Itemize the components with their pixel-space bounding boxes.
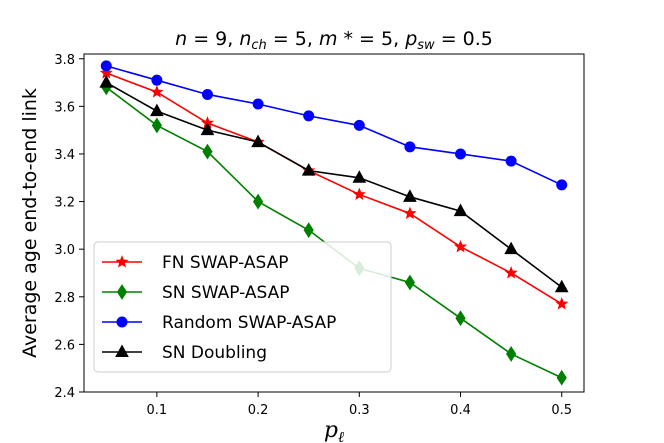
legend: FN SWAP-ASAP SN SWAP-ASAP Random SWAP-ASAP… bbox=[93, 241, 392, 373]
data-point bbox=[352, 170, 367, 183]
data-point bbox=[556, 179, 568, 191]
data-point bbox=[455, 310, 466, 327]
x-tick-label: 0.4 bbox=[450, 403, 471, 418]
y-tick-label: 3.6 bbox=[54, 100, 75, 115]
x-tick-label: 0.5 bbox=[551, 403, 572, 418]
data-point bbox=[151, 117, 162, 134]
legend-label: Random SWAP-ASAP bbox=[162, 313, 336, 333]
y-tick-label: 3.0 bbox=[54, 243, 75, 258]
series-line bbox=[106, 65, 563, 186]
data-point bbox=[506, 345, 517, 362]
data-point bbox=[252, 193, 264, 210]
data-point bbox=[150, 85, 164, 98]
data-point bbox=[403, 189, 417, 202]
data-point bbox=[303, 222, 314, 239]
series-2 bbox=[100, 60, 568, 191]
data-point bbox=[455, 148, 467, 160]
chart-title: n = 9, nch = 5, m * = 5, psw = 0.5 bbox=[175, 28, 493, 53]
series-3 bbox=[99, 75, 569, 293]
data-point bbox=[505, 155, 517, 167]
y-axis-label: Average age end-to-end link bbox=[19, 88, 41, 358]
data-point bbox=[453, 239, 468, 253]
legend-box bbox=[93, 241, 392, 373]
data-point bbox=[202, 143, 213, 160]
plot-frame bbox=[83, 53, 585, 393]
y-tick-label: 3.4 bbox=[54, 148, 75, 163]
data-point bbox=[99, 75, 114, 88]
data-point bbox=[252, 98, 264, 110]
y-tick-label: 3.2 bbox=[54, 196, 75, 211]
legend-label: FN SWAP-ASAP bbox=[162, 253, 288, 273]
legend-label: SN SWAP-ASAP bbox=[162, 283, 289, 303]
data-point bbox=[554, 279, 569, 293]
series-line bbox=[105, 72, 563, 305]
data-point bbox=[303, 110, 315, 122]
data-point bbox=[151, 74, 163, 86]
legend-label: SN Doubling bbox=[162, 343, 267, 363]
data-point bbox=[403, 206, 417, 220]
legend-marker bbox=[116, 316, 128, 328]
x-tick-label: 0.2 bbox=[248, 403, 269, 418]
data-point bbox=[251, 134, 265, 148]
y-tick-label: 3.8 bbox=[54, 53, 75, 68]
legend-marker bbox=[115, 344, 129, 357]
data-point bbox=[504, 241, 518, 255]
x-tick-label: 0.1 bbox=[147, 403, 168, 418]
y-tick-label: 2.8 bbox=[54, 291, 75, 306]
data-point bbox=[504, 266, 518, 279]
data-point bbox=[200, 122, 215, 136]
data-point bbox=[555, 297, 569, 310]
y-tick-label: 2.4 bbox=[54, 386, 75, 401]
data-point bbox=[352, 187, 366, 200]
data-point bbox=[301, 163, 316, 176]
data-point bbox=[556, 369, 567, 386]
legend-marker bbox=[115, 255, 129, 268]
data-point bbox=[404, 141, 416, 153]
x-tick-label: 0.3 bbox=[349, 403, 370, 418]
data-point bbox=[453, 203, 468, 217]
data-point bbox=[100, 60, 112, 72]
data-point bbox=[150, 103, 164, 117]
data-point bbox=[404, 274, 416, 291]
x-axis-label: pℓ bbox=[324, 418, 344, 443]
legend-marker bbox=[116, 284, 128, 300]
data-point bbox=[353, 119, 365, 131]
y-tick-label: 2.6 bbox=[54, 338, 75, 353]
series-line bbox=[105, 81, 563, 288]
data-point bbox=[201, 88, 213, 100]
